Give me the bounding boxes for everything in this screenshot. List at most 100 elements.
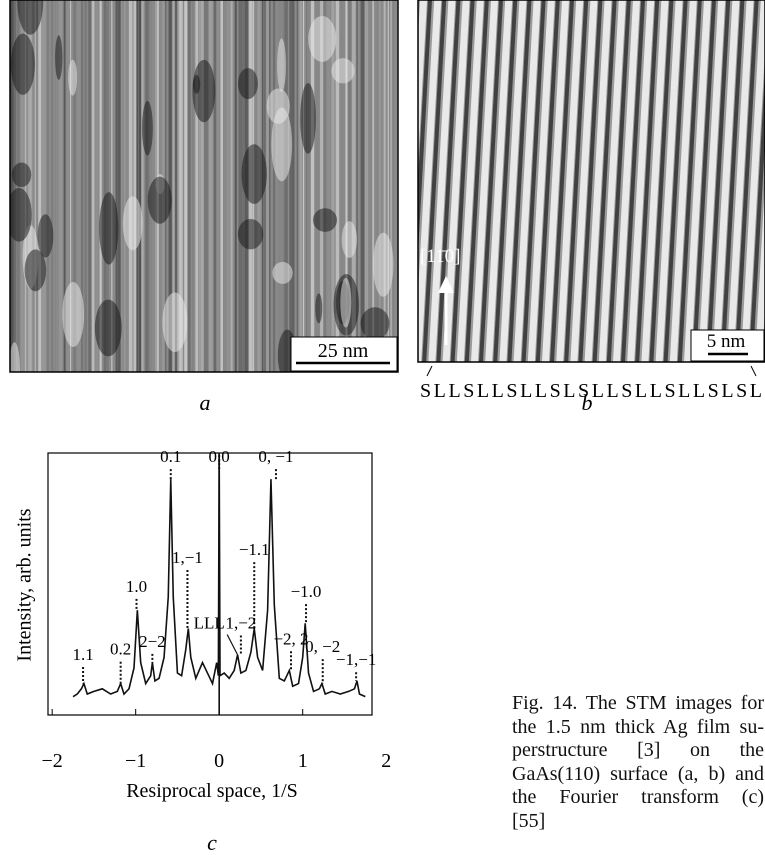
peak-label: 1.1 <box>72 645 93 664</box>
texture <box>59 0 63 372</box>
texture <box>418 0 442 362</box>
texture <box>187 0 191 372</box>
texture <box>10 33 35 95</box>
x-tick-label: −1 <box>125 750 146 772</box>
texture <box>192 0 194 372</box>
x-axis-label: Resiprocal space, 1/S <box>126 780 298 802</box>
texture <box>364 0 369 372</box>
peak-label: 0, −2 <box>305 637 340 656</box>
stm-image-a <box>10 0 398 372</box>
texture <box>142 101 153 156</box>
texture <box>192 59 216 123</box>
texture <box>485 0 513 362</box>
texture <box>613 0 640 362</box>
texture <box>277 0 281 372</box>
texture <box>387 0 390 372</box>
texture <box>234 0 237 372</box>
texture <box>272 261 293 284</box>
texture <box>471 0 498 362</box>
texture <box>340 277 352 328</box>
texture <box>277 38 286 92</box>
scale-bar-box <box>690 329 765 362</box>
direction-label: [11̄0] <box>420 246 460 267</box>
peak-label: 0.1 <box>160 447 181 466</box>
texture <box>10 0 14 372</box>
texture <box>67 0 70 372</box>
texture <box>122 196 143 251</box>
texture <box>34 0 37 372</box>
texture <box>513 0 541 362</box>
texture <box>227 0 230 372</box>
texture <box>442 0 470 362</box>
x-tick-label: 0 <box>214 750 224 772</box>
texture <box>37 214 54 258</box>
texture <box>128 0 133 372</box>
texture <box>124 0 126 372</box>
texture <box>10 188 32 242</box>
texture <box>95 0 98 372</box>
texture <box>323 0 327 372</box>
panel-label: a <box>200 390 211 415</box>
y-axis-label: Intensity, arb. units <box>14 508 36 661</box>
texture <box>88 0 92 372</box>
texture <box>493 0 518 362</box>
scale-bar-label: 5 nm <box>707 331 746 352</box>
texture <box>147 176 172 224</box>
texture <box>570 0 598 362</box>
texture <box>360 0 365 372</box>
caption-line: Fig. 14. The STM images for <box>512 692 764 714</box>
texture <box>133 0 137 372</box>
texture <box>94 299 122 357</box>
texture <box>99 0 102 372</box>
texture <box>282 0 285 372</box>
texture <box>213 0 217 372</box>
texture <box>418 0 432 254</box>
texture <box>464 0 489 362</box>
arrow-head <box>438 276 454 293</box>
texture <box>120 0 123 372</box>
texture <box>24 0 27 372</box>
panel-label: b <box>582 390 593 415</box>
texture <box>368 0 373 372</box>
texture <box>499 0 527 362</box>
spectrum-line <box>72 452 366 698</box>
texture <box>734 0 759 362</box>
peak-label: −1.0 <box>291 582 322 601</box>
texture <box>289 0 294 372</box>
texture <box>383 0 386 372</box>
caption-line: [55] <box>512 809 546 832</box>
texture <box>17 0 44 35</box>
peak-label: −1.1 <box>239 540 270 559</box>
texture <box>29 0 33 372</box>
texture <box>292 0 295 372</box>
texture <box>677 0 702 362</box>
texture <box>373 232 394 297</box>
scale-bar-box <box>290 336 398 372</box>
caption-line: the 1.5 nm thick Ag film su- <box>512 715 764 738</box>
texture <box>266 0 271 372</box>
peak-label: 2−2 <box>139 632 166 651</box>
texture <box>392 0 395 372</box>
caption: Fig. 14. The STM images for the 1.5 nm th… <box>512 692 764 833</box>
texture <box>73 0 77 372</box>
texture <box>10 342 20 372</box>
peak-label: 1.0 <box>126 577 147 596</box>
texture <box>145 0 149 372</box>
texture <box>220 0 223 372</box>
texture <box>550 0 574 362</box>
image-frame <box>9 0 399 373</box>
texture <box>237 218 264 250</box>
texture <box>11 162 32 188</box>
caption-line: the Fourier transform (c) <box>512 786 764 808</box>
texture <box>584 0 612 362</box>
texture <box>42 0 46 372</box>
texture <box>272 0 276 372</box>
texture <box>84 0 87 372</box>
texture <box>230 0 233 372</box>
texture <box>527 0 555 362</box>
texture <box>655 0 683 362</box>
texture <box>115 0 118 372</box>
